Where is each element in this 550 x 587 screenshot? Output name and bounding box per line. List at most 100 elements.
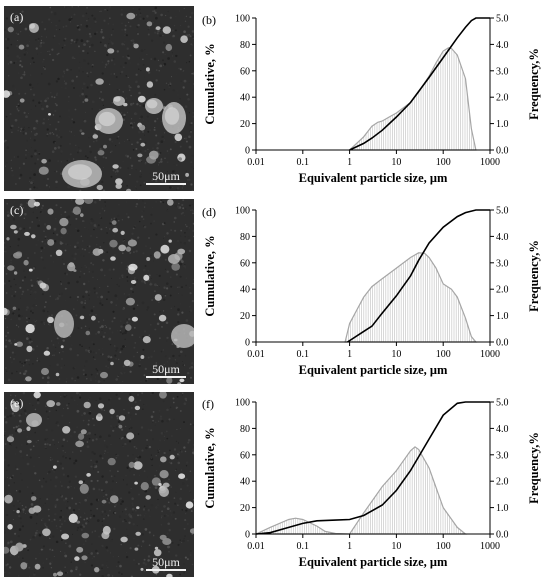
particle [10,224,17,230]
y2-tick-label: 0.0 [496,338,509,349]
particle [74,556,80,561]
particle [97,150,105,156]
particle [123,359,131,367]
particle [76,546,84,553]
particle [56,402,61,406]
y2-axis-title-d: Frequency,% [527,240,541,312]
y2-tick-label: 4.0 [496,424,509,435]
y2-tick-label: 0.0 [496,530,509,541]
particle [134,405,141,411]
particle [55,372,60,377]
psd-chart-svg-d: (d) 0.01 0.1 1 10 100 1000 0 20 40 60 80 100 0.0 1.0 2.… [202,205,541,377]
particle [83,401,91,409]
y-axis-title-f: Cumulative, % [203,427,217,508]
y2-tick-label: 2.0 [496,285,509,296]
particle [140,142,146,147]
particle [185,501,194,509]
y2-tick-label: 4.0 [496,40,509,51]
particle [97,403,105,409]
particle [109,408,115,415]
particle [4,494,13,504]
particle [120,536,128,543]
frequency-hatch-d [345,252,476,342]
particle [47,239,55,246]
particle [154,546,159,550]
particle [85,330,91,336]
particle [125,246,131,252]
particle [109,239,118,248]
particle [39,282,47,289]
y-tick-label: 20 [240,503,250,514]
particle [162,482,170,488]
x-tick-label: 0.1 [297,157,310,168]
x-tick-label: 10 [391,349,401,360]
particle [31,496,37,501]
psd-chart-svg-b: (b) 0.01 0.1 1 10 100 1000 0 20 40 60 80 100 0.0 1.0 2.… [202,13,541,185]
particle [4,307,8,316]
x-tick-label: 1000 [480,157,500,168]
particle [146,81,154,88]
particle [159,470,169,479]
y2-tick-label: 3.0 [496,258,509,269]
particle [31,234,36,239]
y2-tick-label: 3.0 [496,66,509,77]
scale-label-e: 50μm [152,555,180,569]
particle [76,520,81,524]
particle [13,230,18,234]
particle [97,413,102,417]
particle [137,153,143,158]
particle [143,274,150,281]
particle [167,199,174,206]
particle [7,26,14,33]
particle [159,392,167,399]
particle [140,355,145,359]
x-tick-label: 0.1 [297,349,310,360]
particle [94,567,100,573]
particle [42,528,51,537]
particle [60,345,64,349]
scale-bar-c: 50μm [146,363,186,378]
y2-tick-label: 1.0 [496,119,509,130]
particle [111,220,117,225]
particle [26,439,32,444]
sem-label-e: (e) [10,396,24,410]
particle [81,132,85,135]
y-tick-label: 40 [240,285,250,296]
particle [68,513,78,523]
particle [133,461,143,470]
particle [133,43,139,49]
y2-axis-title-f: Frequency,% [527,432,541,504]
y-tick-label: 80 [240,40,250,51]
particle [139,124,146,131]
frequency-hatch-f [256,446,466,534]
y2-tick-label: 2.0 [496,477,509,488]
y2-tick-label: 3.0 [496,450,509,461]
scale-label-c: 50μm [152,362,180,376]
particle [100,371,108,379]
particle [46,400,55,408]
particle [128,395,135,402]
particle [28,507,36,514]
particle [47,316,54,324]
particle [165,43,173,52]
particle [15,542,24,552]
particle [78,433,85,440]
particle [101,499,107,504]
particle [136,506,140,510]
y2-tick-label: 1.0 [496,503,509,514]
particle [11,402,20,413]
particle [154,294,162,301]
y-tick-label: 20 [240,311,250,322]
particle [61,533,70,540]
particle [72,206,81,215]
particle [56,571,64,576]
cumulative-curve-d [347,209,490,343]
particle [155,26,161,31]
particle [107,48,115,54]
cumulative-curve-b [349,17,490,151]
sem-image-c: (c) 50μm [4,199,194,384]
particle [41,367,49,376]
particle [118,244,127,252]
x-tick-label: 1 [347,541,352,552]
particle [80,315,85,320]
